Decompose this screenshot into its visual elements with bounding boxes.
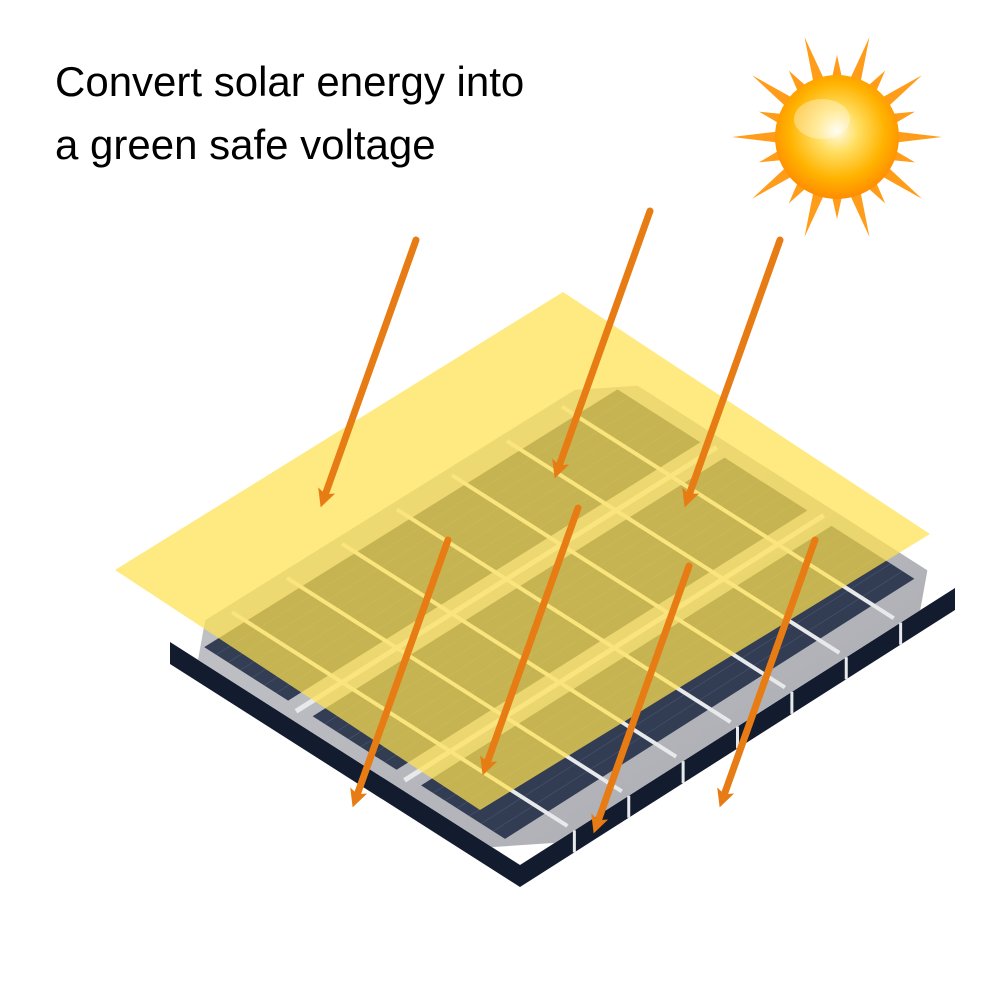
sun-icon — [732, 37, 942, 237]
solar-diagram — [0, 0, 1000, 1000]
